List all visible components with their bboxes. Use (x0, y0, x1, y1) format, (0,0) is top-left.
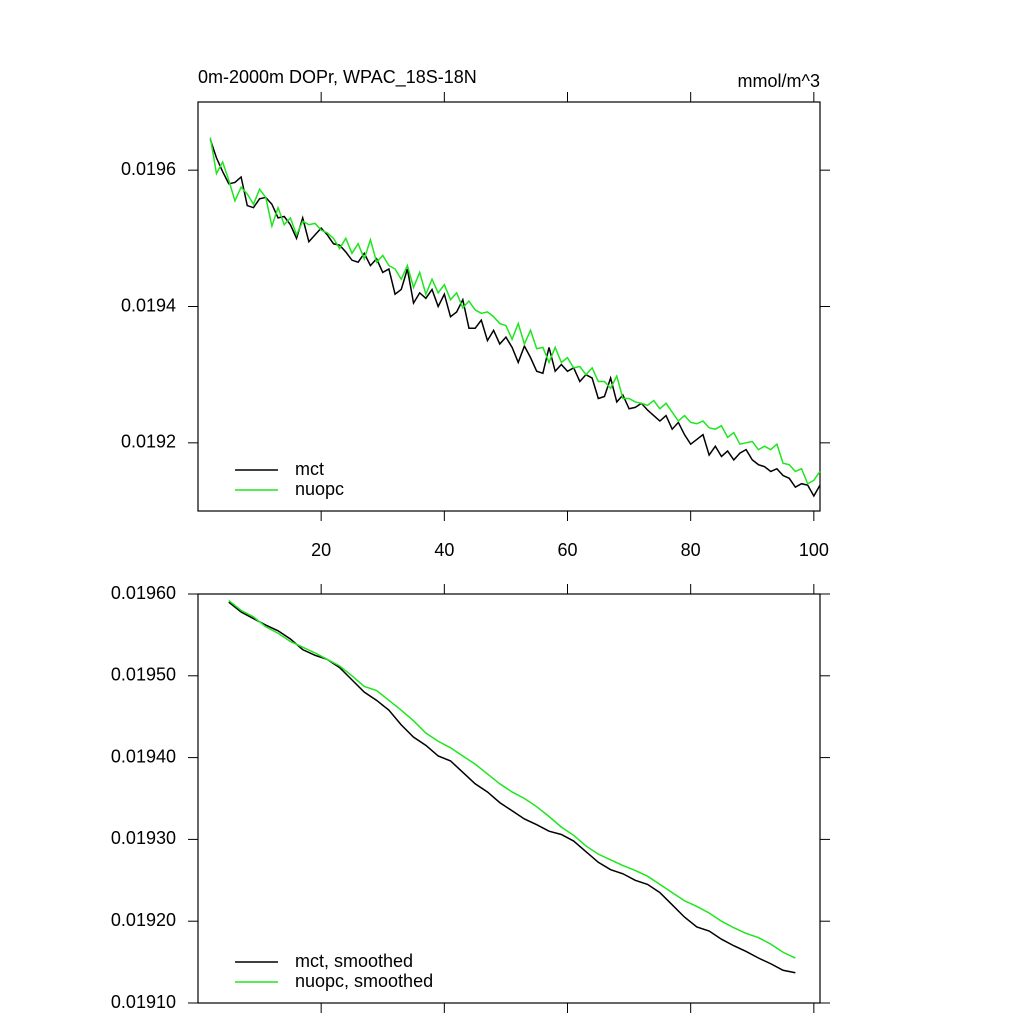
x-tick-label: 80 (681, 540, 701, 560)
plot-frame (197, 101, 821, 512)
x-tick-label: 40 (434, 540, 454, 560)
y-tick-label: 0.01910 (111, 992, 176, 1012)
y-tick-label: 0.01930 (111, 828, 176, 848)
legend-label: nuopc (295, 479, 344, 499)
x-tick-label: 100 (799, 540, 829, 560)
x-tick-label: 60 (557, 540, 577, 560)
legend-label: nuopc, smoothed (295, 971, 433, 991)
series-line (228, 599, 796, 959)
y-tick-label: 0.01940 (111, 746, 176, 766)
chart-title: 0m-2000m DOPr, WPAC_18S-18N (198, 67, 477, 88)
y-tick-label: 0.01950 (111, 665, 176, 685)
y-tick-label: 0.0196 (121, 159, 176, 179)
plot-frame (197, 593, 821, 1004)
y-tick-label: 0.01960 (111, 583, 176, 603)
series-line (228, 601, 796, 974)
legend-label: mct (295, 459, 324, 479)
y-tick-label: 0.0192 (121, 432, 176, 452)
series-line (209, 137, 821, 485)
x-tick-label: 20 (311, 540, 331, 560)
series-line (209, 139, 821, 498)
units-label: mmol/m^3 (738, 71, 820, 91)
y-tick-label: 0.0194 (121, 295, 176, 315)
y-tick-label: 0.01920 (111, 910, 176, 930)
legend-label: mct, smoothed (295, 951, 413, 971)
